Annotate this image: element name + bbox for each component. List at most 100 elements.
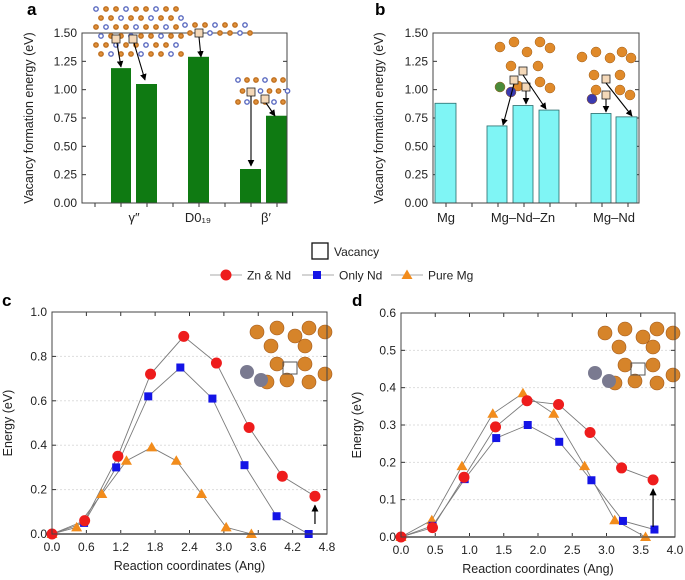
x-tick-label: 3.5 — [632, 543, 649, 557]
bar — [486, 125, 508, 204]
atom-icon — [103, 6, 109, 12]
vacancy-square — [601, 90, 611, 100]
vacancy-square — [630, 362, 646, 376]
bar — [512, 105, 534, 204]
y-tick-label: 0.8 — [30, 349, 47, 363]
x-tick-label: 3.0 — [216, 540, 233, 554]
atom-icon — [93, 24, 99, 30]
mg-atom-icon — [279, 372, 295, 388]
mg-atom-icon — [301, 374, 317, 390]
atom-icon — [242, 22, 248, 28]
x-tick-label: 1.5 — [495, 543, 512, 557]
x-tick-label: 0.0 — [393, 543, 410, 557]
x-axis-title: Reaction coordinates (Ang) — [462, 562, 613, 576]
atom-icon — [138, 51, 144, 57]
atom-icon — [271, 99, 277, 105]
x-tick-label: 0.0 — [44, 540, 61, 554]
atom-icon — [207, 30, 213, 36]
atom-icon — [118, 15, 124, 21]
atom-icon — [128, 51, 134, 57]
x-axis-title: Reaction coordinates (Ang) — [114, 559, 265, 573]
atom-icon — [284, 88, 291, 94]
y-tick-label: 0.25 — [405, 168, 429, 182]
y-tick-label: 1.25 — [405, 54, 429, 68]
plot-frame — [432, 32, 640, 204]
atom-icon — [148, 51, 154, 57]
arrow-icon — [133, 42, 147, 81]
atom-icon — [158, 33, 164, 39]
only-nd-point — [587, 476, 596, 485]
y-axis-title: Vacancy formation energy (eV) — [22, 32, 36, 203]
crystal-structure-inset — [240, 320, 333, 390]
y-tick-label: 0.1 — [379, 493, 396, 507]
vacancy-square — [246, 87, 256, 97]
atom-icon — [187, 30, 193, 36]
mg-atom-icon — [617, 357, 633, 373]
legend-label: Only Nd — [339, 269, 382, 283]
mg-atom-icon — [590, 46, 602, 58]
bar — [434, 102, 457, 204]
mg-atom-icon — [505, 60, 517, 72]
vacancy-square — [282, 361, 298, 375]
atom-icon — [266, 88, 273, 94]
atom-icon — [212, 22, 218, 28]
atom-icon — [163, 24, 169, 30]
mg-atom-icon — [614, 84, 626, 96]
zn-nd-point — [243, 421, 255, 433]
arrow-icon — [197, 36, 204, 58]
y-tick-label: 0.0 — [379, 530, 396, 544]
mg-atom-icon — [317, 324, 333, 340]
atom-icon — [123, 42, 129, 48]
pure-mg-point — [579, 460, 591, 471]
y-tick-label: 0.6 — [30, 394, 47, 408]
atom-icon — [237, 30, 243, 36]
mg-atom-icon — [604, 52, 616, 64]
vacancy-square — [194, 28, 204, 38]
zn-nd-point — [553, 398, 565, 410]
pure-mg-point — [487, 408, 499, 418]
y-tick-label: 0.75 — [54, 111, 78, 125]
x-tick-label: 1.2 — [112, 540, 129, 554]
zn-nd-point — [112, 450, 124, 462]
mg-atom-icon — [614, 69, 626, 81]
atom-icon — [280, 99, 286, 105]
x-tick-label: 2.4 — [181, 540, 198, 554]
atom-icon — [275, 88, 282, 94]
only-nd-point — [240, 461, 249, 470]
atom-icon — [244, 77, 250, 83]
panel-label: c — [2, 291, 11, 310]
nd-atom-icon — [254, 373, 268, 387]
bar — [590, 113, 612, 204]
only-nd-point — [272, 512, 281, 521]
mg-atom-icon — [665, 367, 681, 383]
atom-icon — [239, 88, 246, 94]
x-tick-label: 1.0 — [461, 543, 478, 557]
y-tick-label: 0.6 — [379, 306, 396, 320]
category-label: D0₁₉ — [185, 210, 211, 225]
atom-icon — [222, 22, 228, 28]
arrow-icon — [265, 102, 276, 117]
x-tick-label: 3.0 — [598, 543, 615, 557]
zn-nd-point — [145, 368, 157, 380]
x-tick-label: 4.8 — [319, 540, 336, 554]
nd-atom-icon — [588, 366, 602, 380]
atom-icon — [235, 99, 241, 105]
panel-label: d — [352, 291, 362, 310]
atom-icon — [271, 77, 277, 83]
atom-icon — [202, 22, 208, 28]
pure-mg-point — [548, 408, 560, 418]
atom-icon — [168, 15, 174, 21]
x-tick-label: 1.8 — [147, 540, 164, 554]
vacancy-legend-label: Vacancy — [334, 245, 379, 259]
x-tick-label: 4.0 — [667, 543, 684, 557]
mg-atom-icon — [534, 36, 546, 48]
mg-atom-icon — [649, 375, 665, 391]
mg-atom-icon — [627, 373, 643, 389]
pure-mg-point — [517, 387, 529, 398]
atom-icon — [232, 22, 238, 28]
y-tick-label: 0.00 — [54, 196, 78, 210]
mg-atom-icon — [301, 320, 317, 336]
mg-atom-icon — [534, 76, 546, 88]
y-tick-label: 0.2 — [379, 455, 396, 469]
